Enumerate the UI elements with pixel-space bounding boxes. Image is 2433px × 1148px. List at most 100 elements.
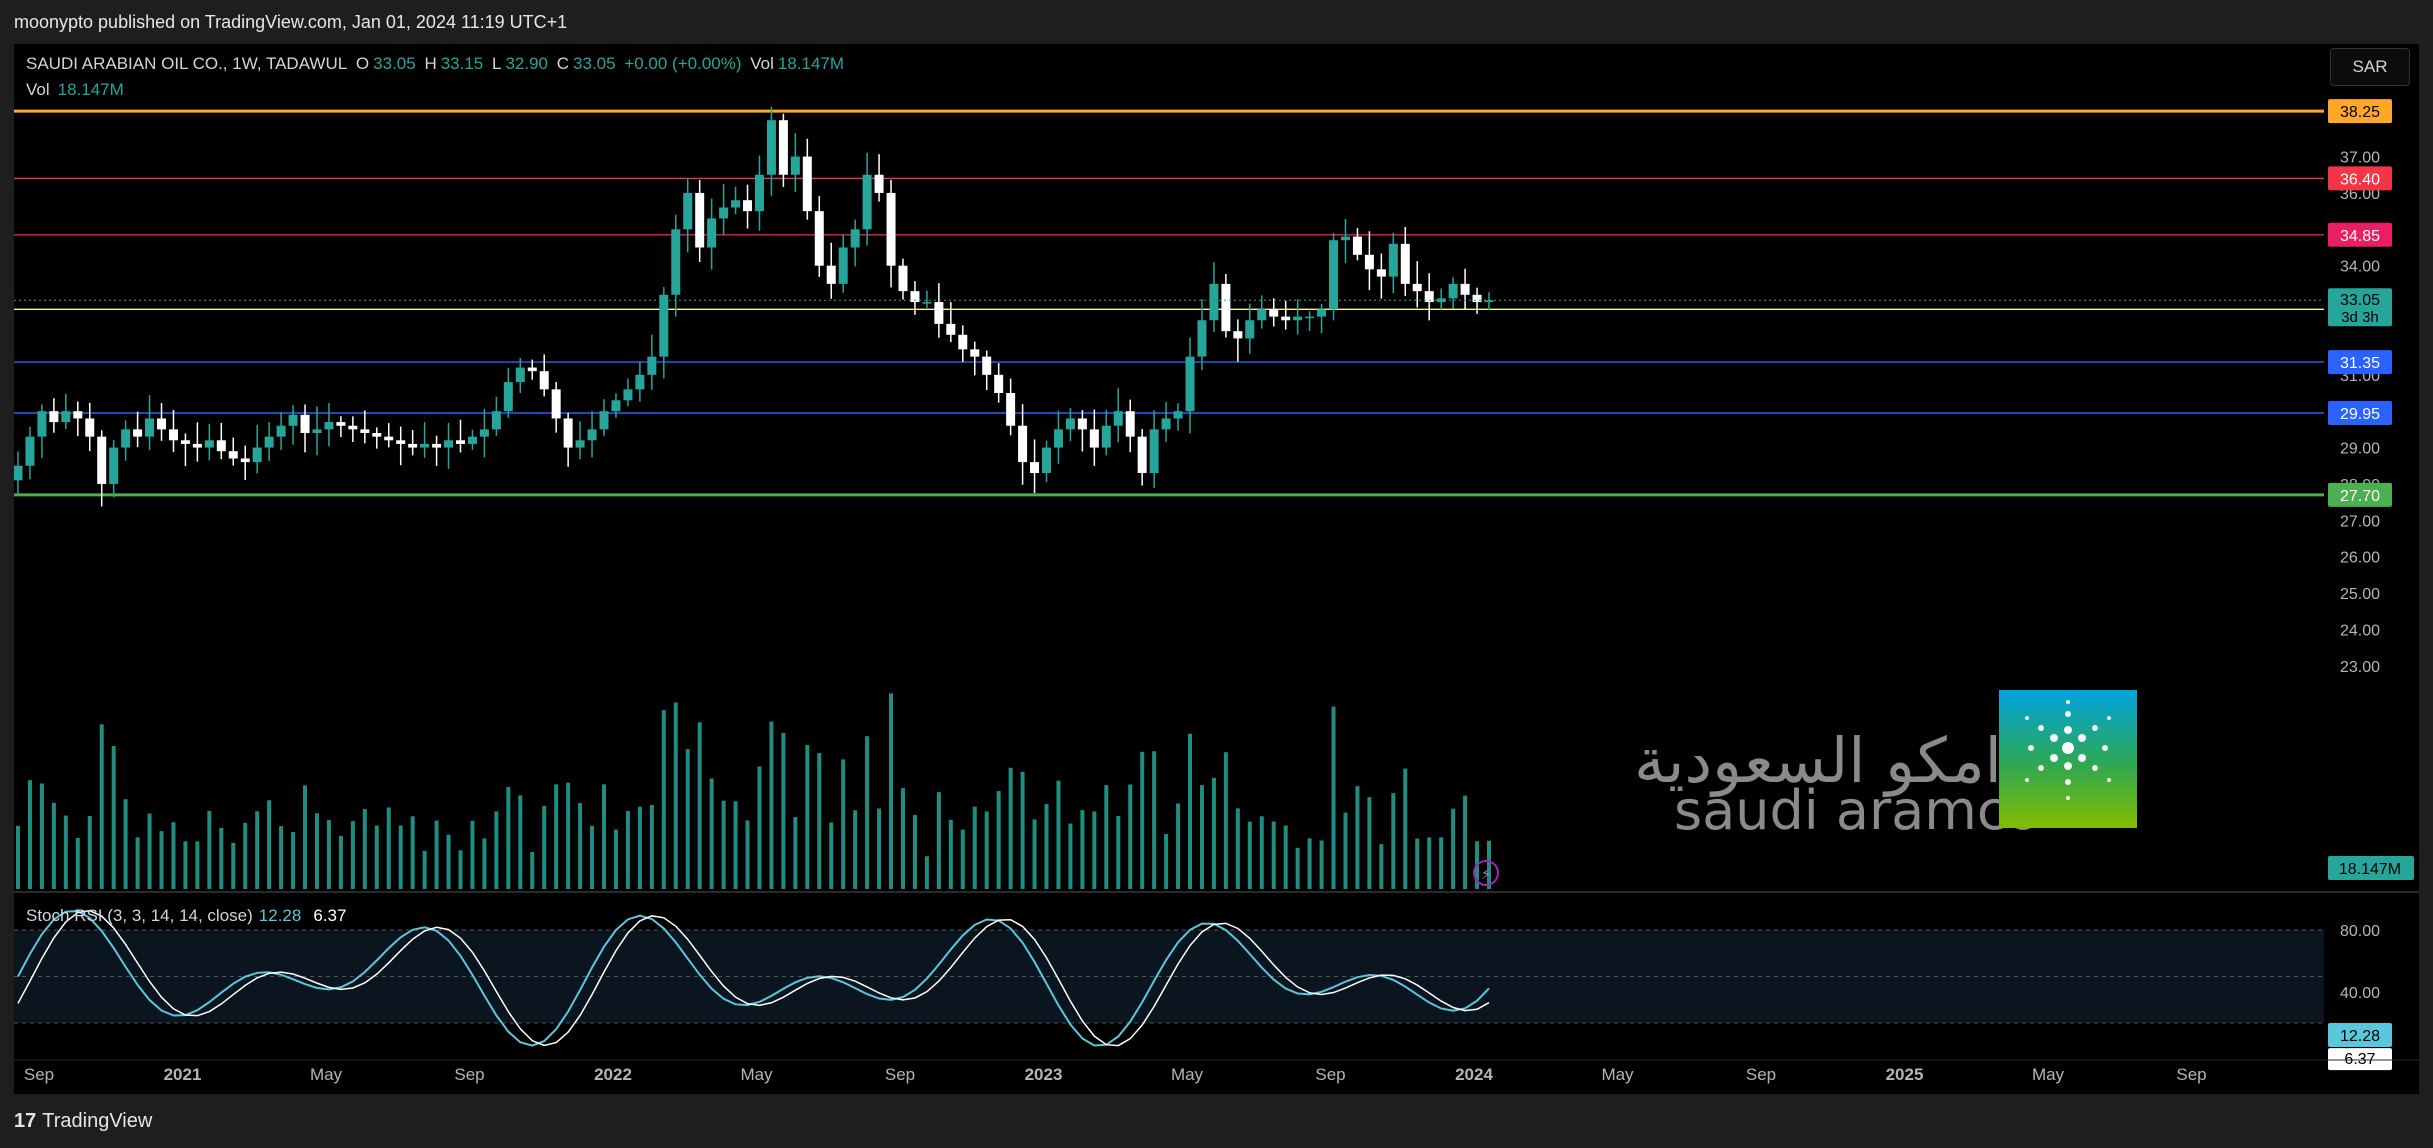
candle-body (1209, 283, 1219, 321)
candle-body (599, 411, 609, 430)
volume-bar (1211, 777, 1216, 889)
candle-body (372, 433, 382, 437)
candle-body (671, 229, 681, 295)
lightning-icon-glyph: ⚡ (1481, 865, 1492, 883)
last-price-label: 33.05 (2340, 292, 2380, 309)
candle-body (85, 418, 95, 437)
volume-bar (1439, 837, 1444, 889)
volume-bar (625, 810, 630, 889)
volume-bar (613, 829, 618, 889)
candle-body (527, 367, 537, 372)
candle-body (455, 440, 465, 444)
level-price-label: 34.85 (2340, 228, 2380, 245)
candle-body (886, 192, 896, 266)
candle-body (623, 389, 633, 401)
volume-label: Vol (26, 80, 50, 99)
stoch-axis-tick: 80.00 (2340, 923, 2380, 940)
level-price-badge (2328, 401, 2392, 426)
volume-bar (482, 838, 487, 889)
candle-body (503, 382, 513, 412)
chart-area[interactable]: 37.0036.0034.0031.0029.0028.0027.0026.00… (14, 44, 2419, 1094)
volume-last-label: 18.147M (2339, 861, 2401, 878)
candle-body (420, 443, 430, 448)
time-axis-tick: 2022 (594, 1065, 632, 1084)
candle-body (396, 440, 406, 444)
level-price-badge (2328, 222, 2392, 247)
candle-body (1448, 283, 1458, 299)
candle-body (1221, 283, 1231, 332)
volume-bar (829, 822, 834, 889)
volume-last-badge (2328, 856, 2414, 880)
volume-bar (183, 841, 188, 889)
volume-bar (1032, 819, 1037, 889)
volume-bar (135, 837, 140, 889)
stoch-d-value: 6.37 (313, 906, 347, 925)
volume-bar (1068, 823, 1073, 889)
candle-body (719, 207, 729, 219)
candle-body (874, 174, 884, 193)
currency-button[interactable]: SAR (2330, 48, 2410, 86)
volume-bar (1415, 838, 1420, 889)
volume-bar (470, 820, 475, 889)
volume-bar (27, 780, 32, 889)
candle-body (14, 465, 23, 481)
volume-bar (1116, 815, 1121, 889)
candle-body (1149, 429, 1159, 474)
candle-body (491, 411, 501, 430)
volume-bar (458, 850, 463, 889)
candle-body (324, 422, 334, 430)
level-price-badge (2328, 166, 2392, 191)
volume-bar (1223, 752, 1228, 889)
candle-body (192, 443, 202, 448)
candle-body (683, 192, 693, 230)
candle-body (850, 229, 860, 248)
aramco-logo-icon (1999, 690, 2137, 828)
volume-bar (637, 806, 642, 889)
volume-bar (554, 784, 559, 889)
time-axis-tick: May (740, 1065, 773, 1084)
tradingview-brand[interactable]: 17 TradingView (14, 1110, 152, 1133)
candle-body (300, 414, 310, 434)
stoch-d-badge (2328, 1048, 2392, 1071)
candle-body (862, 174, 872, 230)
volume-bar (960, 829, 965, 889)
volume-bar (506, 786, 511, 889)
time-axis-tick: May (310, 1065, 343, 1084)
candle-body (1089, 429, 1099, 448)
volume-bar (362, 808, 367, 889)
volume-bar (99, 724, 104, 889)
candle-body (216, 440, 226, 452)
volume-bar (1343, 812, 1348, 889)
volume-bar (697, 722, 702, 889)
volume-bar (877, 808, 882, 889)
candle-body (204, 440, 214, 448)
volume-bar (602, 784, 607, 889)
time-axis-tick: Sep (454, 1065, 484, 1084)
candle-body (384, 436, 394, 441)
volume-bar (518, 795, 523, 889)
candle-body (444, 440, 454, 448)
volume-bar (542, 805, 547, 889)
volume-bar (291, 832, 296, 889)
candle-body (1340, 236, 1350, 241)
stoch-d-line (17, 909, 1490, 1047)
candle-body (252, 447, 262, 463)
candle-body (312, 429, 322, 434)
candle-body (336, 422, 346, 426)
volume-bar (1104, 785, 1109, 889)
time-axis-tick: May (1601, 1065, 1634, 1084)
candle-body (754, 174, 764, 212)
volume-bar (1020, 771, 1025, 889)
candle-body (1077, 418, 1087, 430)
candle-body (922, 302, 932, 304)
legend-vol-label: Vol (750, 54, 774, 73)
volume-bar (314, 813, 319, 889)
volume-bar (1295, 847, 1300, 889)
volume-bar (936, 792, 941, 889)
candle-body (946, 323, 956, 335)
legend-vol-value: 18.147M (777, 54, 845, 73)
volume-bar (661, 710, 666, 889)
price-chart-svg[interactable]: 37.0036.0034.0031.0029.0028.0027.0026.00… (14, 44, 2419, 1094)
candle-body (766, 120, 776, 175)
candle-body (587, 429, 597, 441)
